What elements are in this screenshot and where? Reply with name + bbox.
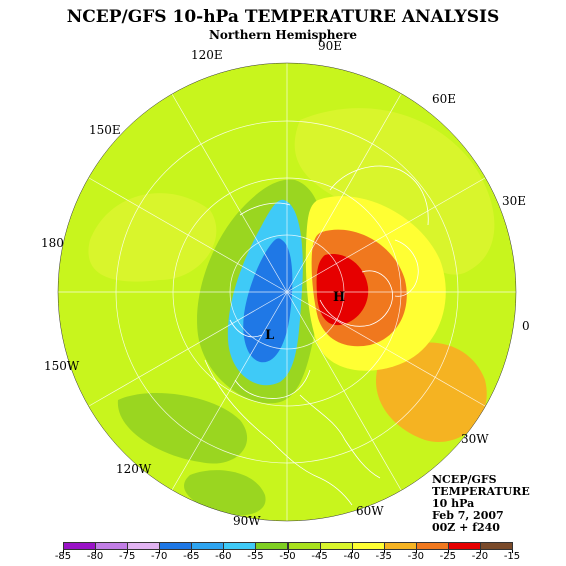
colorbar-swatch (415, 542, 449, 550)
colorbar-tick-mark (191, 550, 193, 553)
high-center-label: H (333, 290, 345, 305)
colorbar-swatch (127, 542, 161, 550)
coastline-arctic-islands (229, 319, 263, 338)
colorbar-tick-mark (287, 550, 289, 553)
warm-patch-west (88, 193, 217, 282)
meridian-30e (286, 177, 486, 293)
warm-anticyclone-core (316, 254, 369, 326)
colorbar-tick-mark (447, 550, 449, 553)
colorbar-swatch (159, 542, 193, 550)
colorbar-tick-mark (127, 550, 129, 553)
colorbar-tick-mark (415, 550, 417, 553)
longitude-label-60e: 60E (432, 92, 457, 106)
colorbar-tick-mark (95, 550, 97, 553)
coastlines (204, 165, 429, 506)
cool-patch-south (184, 470, 266, 516)
longitude-label-90e: 90E (318, 39, 343, 53)
coastline-siberia (329, 165, 429, 226)
warm-patch-northeast (294, 108, 495, 275)
colorbar-tick-mark (223, 550, 225, 553)
coastline-scandinavia (394, 239, 419, 297)
colorbar-tick-label: -25 (439, 551, 457, 562)
colorbar-tick-label: -50 (279, 551, 296, 562)
colorbar-tick-label: -20 (471, 551, 489, 562)
info-block: NCEP/GFS TEMPERATURE 10 hPa Feb 7, 2007 … (432, 474, 530, 534)
colorbar-tick-label: -15 (503, 551, 521, 562)
colorbar-tick-label: -30 (407, 551, 424, 562)
meridian-120e (171, 93, 288, 293)
info-variable: TEMPERATURE (432, 485, 530, 498)
colorbar-tick-mark (255, 550, 257, 553)
colorbar-tick-label: -85 (54, 551, 72, 562)
colorbar-swatch (319, 542, 353, 550)
colorbar-swatch (383, 542, 417, 550)
longitude-label-60w: 60W (356, 504, 384, 518)
coastline-north-america-east (299, 394, 381, 479)
colorbar-tick-mark (351, 550, 353, 553)
longitude-label-90w: 90W (233, 514, 261, 528)
meridian-150w (88, 291, 288, 407)
longitude-label-30w: 30W (461, 432, 489, 446)
colorbar-tick-label: -45 (311, 551, 328, 562)
colorbar-swatch (255, 542, 289, 550)
info-forecast: 00Z + f240 (432, 521, 500, 534)
colorbar-tick-label: -70 (151, 551, 168, 562)
map-boundary (57, 62, 517, 522)
colorbar-tick-label: -35 (375, 551, 392, 562)
colorbar-tick-mark (383, 550, 385, 553)
colorbar-swatch (479, 542, 513, 550)
info-model: NCEP/GFS (432, 473, 497, 486)
longitude-label-120w: 120W (116, 462, 152, 476)
longitude-label-180: 180 (41, 236, 64, 250)
colorbar-tick-label: -65 (183, 551, 200, 562)
colorbar-swatch (287, 542, 321, 550)
colorbar-swatch (191, 542, 225, 550)
low-center-label: L (265, 328, 274, 343)
longitude-label-150w: 150W (44, 359, 80, 373)
colorbar-tick-label: -40 (343, 551, 360, 562)
colorbar-swatch (95, 542, 129, 550)
meridian-60e (286, 93, 402, 293)
colorbar-swatch (447, 542, 481, 550)
cool-patch-southwest (117, 392, 248, 464)
coastline-north-america-west (204, 359, 353, 506)
colorbar-tick-label: -75 (118, 551, 136, 562)
longitude-label-0: 0 (522, 319, 530, 333)
colorbar-tick-mark (319, 550, 321, 553)
colorbar-swatch (63, 542, 97, 550)
meridian-30w (286, 291, 486, 407)
longitude-label-30e: 30E (502, 194, 527, 208)
meridian-60w (286, 291, 402, 491)
longitude-label-120e: 120E (191, 48, 223, 62)
info-date: Feb 7, 2007 (432, 509, 504, 522)
coastline-greenland (319, 270, 393, 327)
colorbar-tick-label: -55 (247, 551, 264, 562)
colorbar-tick-mark (159, 550, 161, 553)
info-level: 10 hPa (432, 497, 475, 510)
colorbar-swatch (351, 542, 385, 550)
coastline-hudson-bay (234, 369, 311, 399)
graticule (58, 63, 516, 521)
map-subtitle: Northern Hemisphere (208, 28, 358, 42)
colorbar-tick-label: -80 (86, 551, 104, 562)
colorbar-tick-mark (479, 550, 481, 553)
meridian-120w (171, 291, 288, 491)
cold-vortex-core (243, 238, 293, 363)
meridian-150e (88, 177, 288, 293)
longitude-label-150e: 150E (89, 123, 121, 137)
colorbar-tick-mark (63, 550, 64, 553)
coastline-alaska-north (239, 202, 291, 216)
colorbar-swatch (223, 542, 257, 550)
colorbar-tick-label: -60 (215, 551, 232, 562)
map-title: NCEP/GFS 10-hPa TEMPERATURE ANALYSIS (66, 7, 500, 27)
colorbar-tick-mark (512, 550, 513, 553)
